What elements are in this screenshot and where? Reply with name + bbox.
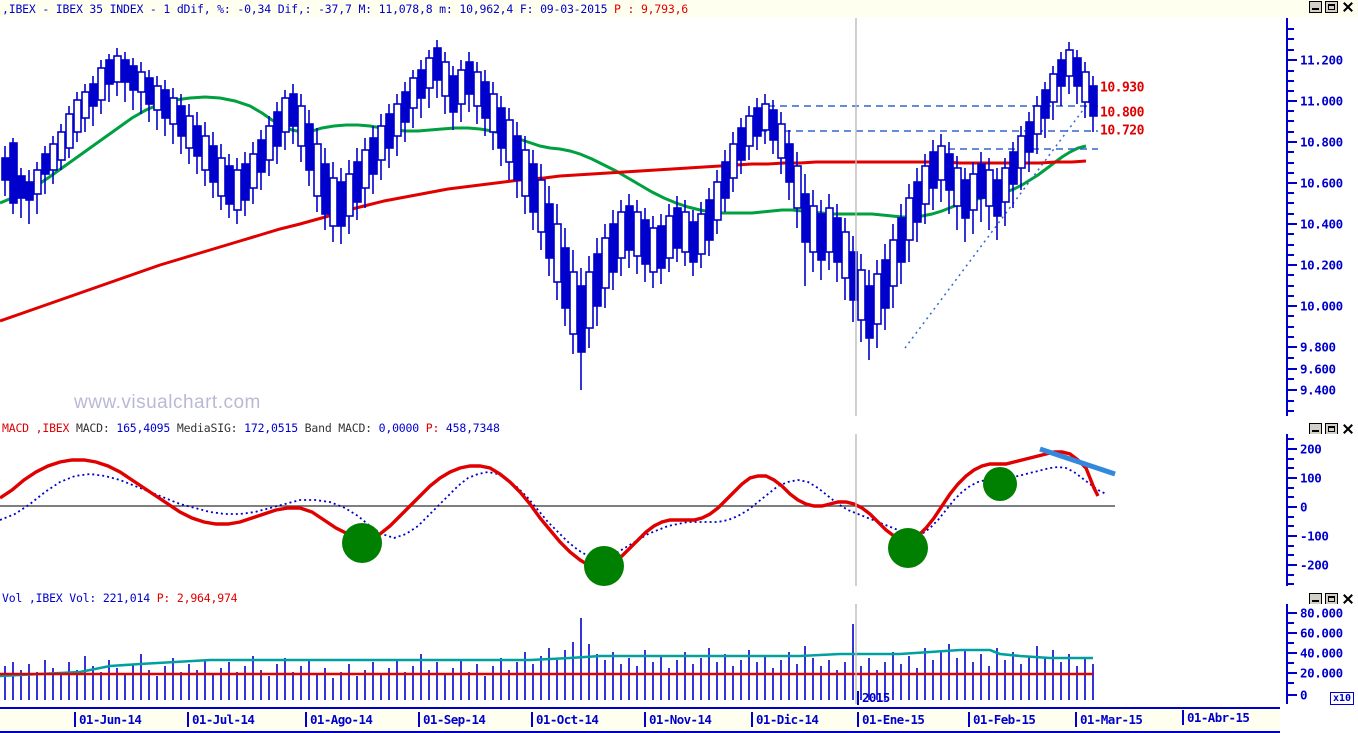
- macd-signal-marker: [983, 467, 1017, 501]
- close-icon[interactable]: [1341, 1, 1354, 13]
- price-level-tag-1: 10.930: [1100, 80, 1144, 96]
- volume-axis-label-1: 60.000: [1300, 625, 1343, 641]
- macd-header-p-value: 458,7348: [445, 421, 500, 435]
- xaxis-tick-9: 01-Mar-15: [1075, 712, 1143, 727]
- price-panel-title-high-label: M:: [358, 1, 372, 16]
- price-panel-title-diff: -37,7: [318, 1, 352, 16]
- macd-header-macd-label: MACD:: [75, 421, 110, 435]
- xaxis-tick-6: 01-Dic-14: [751, 712, 819, 727]
- xaxis-tick-0: 01-Jun-14: [74, 712, 142, 727]
- macd-chart-svg: [0, 434, 1116, 586]
- macd-signal-marker: [888, 528, 928, 568]
- ascending-trendline: [904, 89, 1099, 349]
- volume-header-p-label: P:: [156, 591, 171, 605]
- volume-ma-line: [0, 648, 1093, 678]
- volume-panel-window-controls: [1309, 593, 1354, 605]
- price-panel-title-low: 10,962,4: [459, 1, 514, 16]
- xaxis-tick-4: 01-Oct-14: [531, 712, 599, 727]
- xaxis-tick-1: 01-Jul-14: [187, 712, 255, 727]
- volume-chart-svg: [0, 604, 1094, 704]
- macd-chart-plot[interactable]: [0, 434, 1280, 586]
- volume-header-vol-value: 221,014: [102, 591, 150, 605]
- price-axis-label-2: 10.800: [1300, 134, 1343, 150]
- price-chart-svg: [0, 18, 1099, 416]
- price-axis-label-1: 11.000: [1300, 93, 1343, 109]
- price-level-tag-2: 10.800: [1100, 105, 1144, 121]
- volume-axis-label-3: 20.000: [1300, 665, 1343, 681]
- price-axis-label-9: 9.400: [1300, 382, 1336, 398]
- maximize-icon[interactable]: [1325, 1, 1338, 13]
- volume-minimize-icon[interactable]: [1309, 593, 1322, 605]
- volume-chart-plot[interactable]: [0, 604, 1280, 704]
- price-panel-title-p-value: 9,793,6: [640, 1, 689, 16]
- volume-header-p-value: 2,964,974: [176, 591, 238, 605]
- volume-panel-header: Vol_,IBEX Vol: 221,014 P: 2,964,974: [0, 591, 238, 605]
- macd-minimize-icon[interactable]: [1309, 423, 1322, 435]
- price-axis-label-5: 10.200: [1300, 257, 1343, 273]
- macd-axis-label-3: -100: [1300, 528, 1329, 544]
- macd-header-p-label: P:: [425, 421, 440, 435]
- xaxis-tick-8: 01-Feb-15: [968, 712, 1036, 727]
- macd-header-band-value: 0,0000: [378, 421, 420, 435]
- price-chart-plot[interactable]: [0, 18, 1280, 416]
- price-panel-title-low-label: m:: [439, 1, 453, 16]
- price-axis: 11.200 11.000 10.800 10.600 10.400 10.20…: [1286, 18, 1358, 416]
- macd-signal-marker: [584, 546, 624, 586]
- volume-axis-label-0: 80.000: [1300, 605, 1343, 621]
- price-axis-label-6: 10.000: [1300, 298, 1343, 314]
- volume-axis-label-4: 0: [1300, 687, 1308, 703]
- volume-header-name: Vol_,IBEX: [2, 591, 63, 605]
- xaxis-tick-10: 01-Abr-15: [1182, 710, 1250, 725]
- macd-signal-line: [0, 466, 1107, 559]
- price-panel-window-controls: [1309, 1, 1354, 13]
- volume-bar-series: [4, 618, 1094, 700]
- macd-header-band-label: Band_MACD:: [304, 421, 372, 435]
- price-panel-title-diff-label: Dif,:: [277, 1, 312, 16]
- xaxis-tick-7: 01-Ene-15: [857, 712, 925, 727]
- macd-header-sig-label: MediaSIG:: [176, 421, 238, 435]
- macd-signal-marker: [342, 523, 382, 563]
- macd-header-sig-value: 172,0515: [244, 421, 298, 435]
- watermark: www.visualchart.com: [74, 392, 261, 413]
- xaxis-tick-2: 01-Ago-14: [305, 712, 373, 727]
- price-panel-title-p-label: P :: [614, 1, 635, 16]
- xaxis-bar[interactable]: 01-Jun-14 01-Jul-14 01-Ago-14 01-Sep-14 …: [0, 707, 1280, 733]
- price-panel-title-date-label: F:: [519, 1, 534, 16]
- macd-annotation-trendline: [1039, 446, 1116, 477]
- price-panel-title-symbol: ,IBEX - IBEX 35 INDEX - 1 d: [2, 1, 184, 16]
- macd-header-macd-value: 165,4095: [116, 421, 171, 435]
- candlestick-series: [1, 40, 1098, 390]
- price-panel-title-diffpct: -0,34: [237, 1, 271, 16]
- volume-axis-label-2: 40.000: [1300, 645, 1343, 661]
- xaxis-tick-5: 01-Nov-14: [644, 712, 712, 727]
- xaxis-tick-3: 01-Sep-14: [418, 712, 486, 727]
- price-panel-title-date: 09-03-2015: [540, 1, 608, 16]
- price-axis-label-4: 10.400: [1300, 216, 1343, 232]
- macd-line: [0, 450, 1100, 570]
- macd-panel-header: MACD_,IBEX MACD: 165,4095 MediaSIG: 172,…: [0, 421, 500, 435]
- volume-axis: 80.000 60.000 40.000 20.000 0: [1286, 604, 1358, 704]
- volume-multiplier-badge: x10: [1330, 692, 1355, 705]
- volume-header-vol-label: Vol:: [69, 591, 97, 605]
- price-panel-titlebar: ,IBEX - IBEX 35 INDEX - 1 d Dif, %: -0,3…: [0, 0, 1358, 17]
- minimize-icon[interactable]: [1309, 1, 1322, 13]
- price-axis-label-0: 11.200: [1300, 52, 1343, 68]
- macd-axis-label-4: -200: [1300, 557, 1329, 573]
- price-panel-title-diffpct-label: Dif, %:: [183, 1, 231, 16]
- xaxis-year-marker: 2015: [857, 691, 890, 705]
- macd-axis: 200 100 0 -100 -200: [1286, 434, 1358, 586]
- price-axis-label-3: 10.600: [1300, 175, 1343, 191]
- macd-axis-label-1: 100: [1300, 470, 1322, 486]
- macd-axis-label-0: 200: [1300, 441, 1322, 457]
- macd-axis-label-2: 0: [1300, 499, 1308, 515]
- price-ma-slow-line: [0, 159, 1087, 323]
- price-level-tag-3: 10.720: [1100, 123, 1144, 139]
- price-axis-label-7: 9.800: [1300, 339, 1336, 355]
- price-axis-label-8: 9.600: [1300, 361, 1336, 377]
- price-panel-title-high: 11,078,8: [378, 1, 433, 16]
- macd-header-name: MACD_,IBEX: [2, 421, 70, 435]
